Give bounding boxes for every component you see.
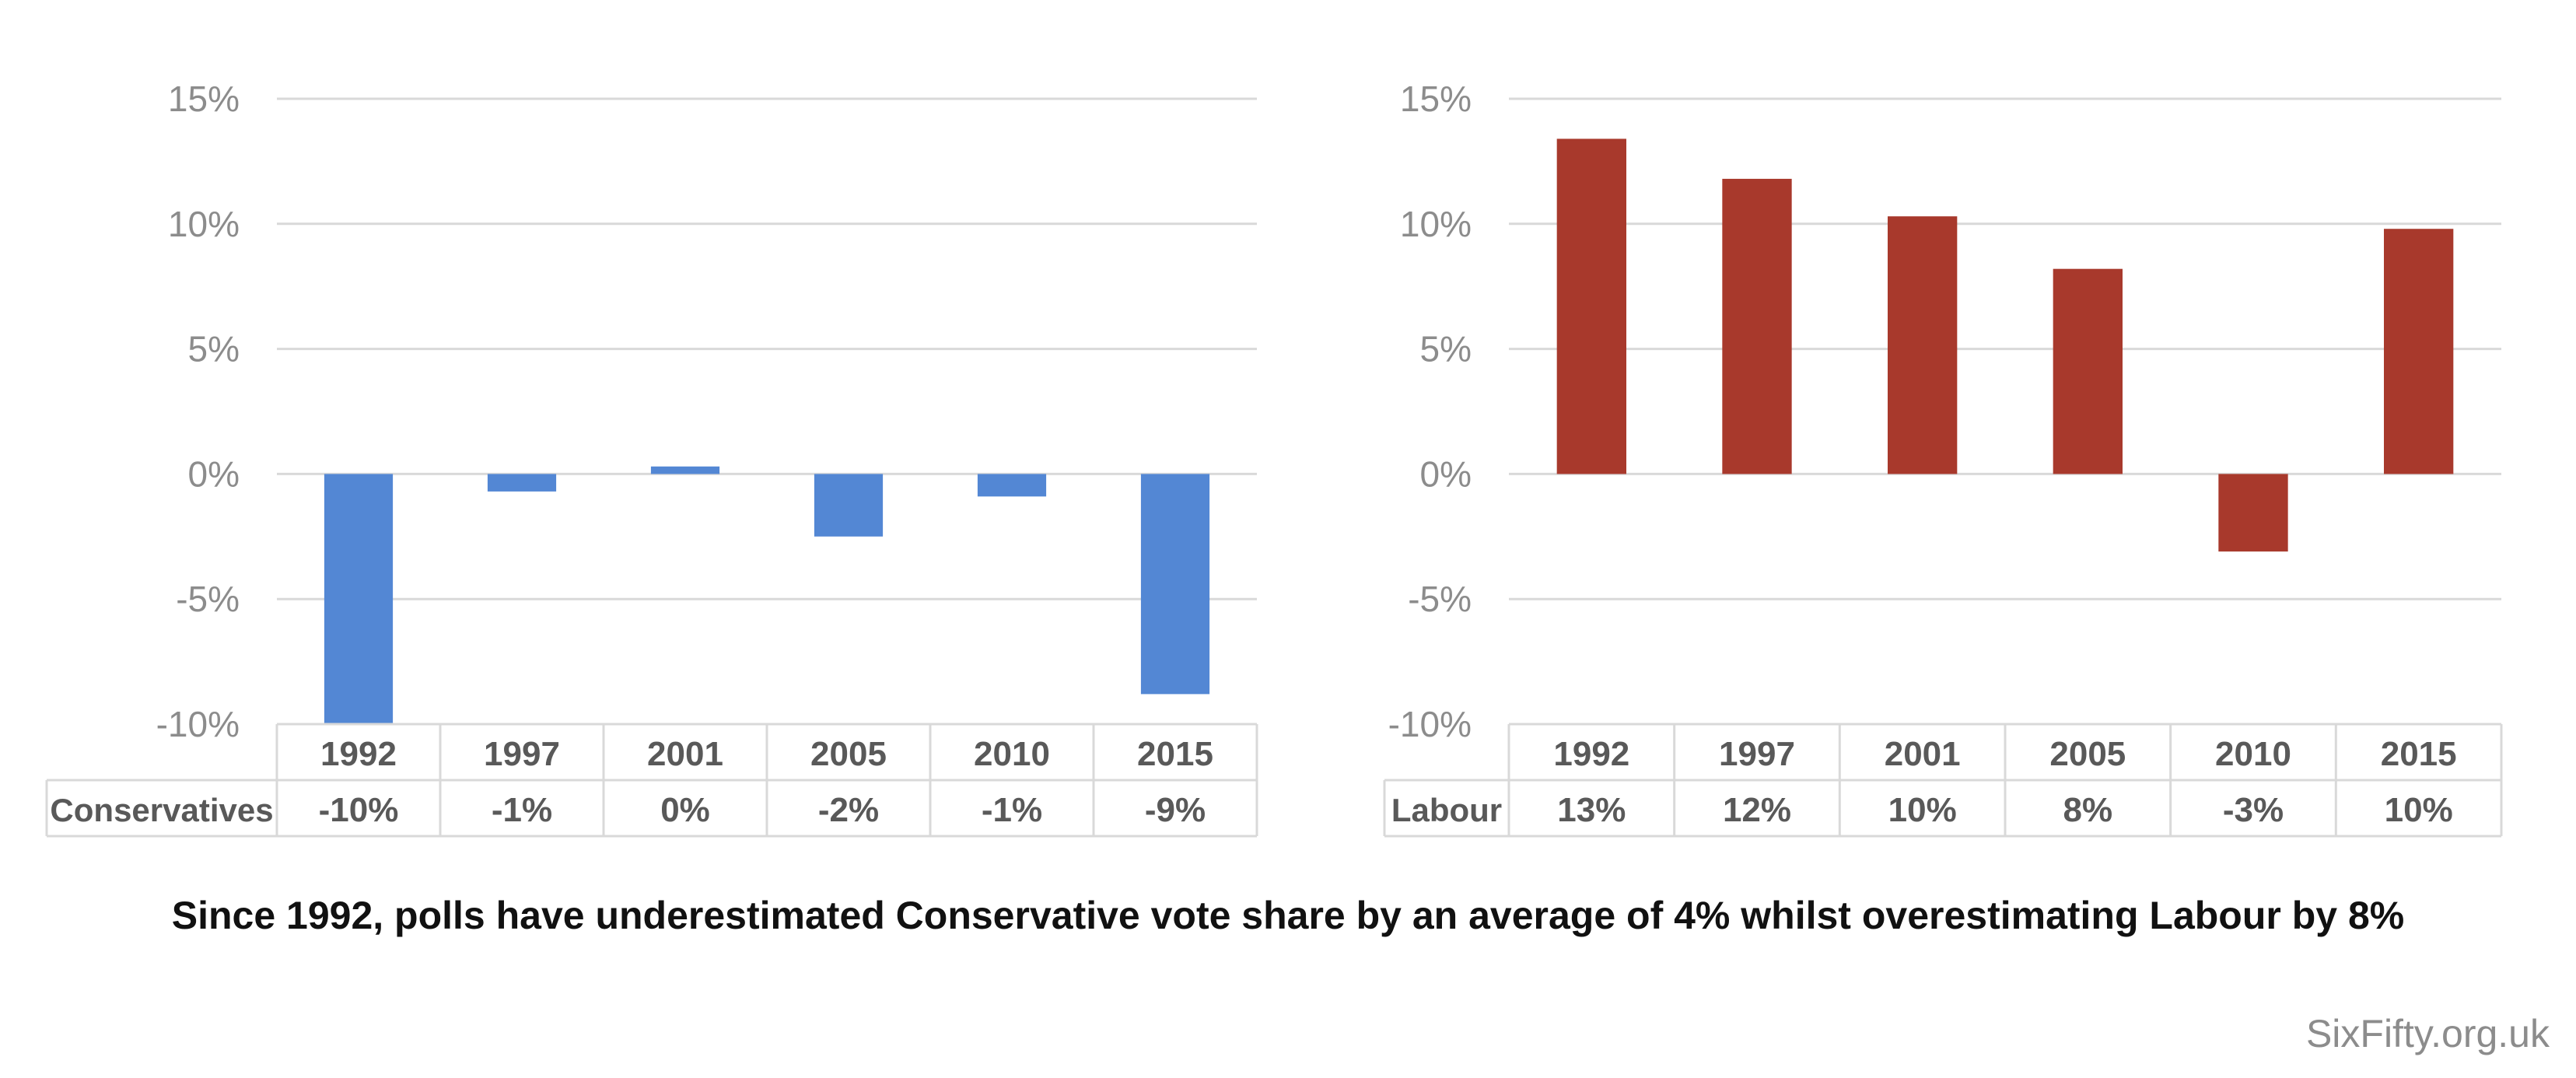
bar-conservatives-2015 [1140, 474, 1210, 695]
table-value: -1% [492, 791, 552, 829]
bar-conservatives-1992 [324, 474, 394, 724]
y-tick-label: 15% [168, 79, 240, 119]
y-tick-label: -10% [1388, 704, 1472, 744]
table-value: -9% [1145, 791, 1206, 829]
y-tick-label: 10% [168, 204, 240, 244]
table-value: 10% [2385, 791, 2453, 829]
x-category-label: 2015 [2381, 735, 2457, 773]
bar-labour-2015 [2384, 229, 2454, 474]
table-value: 13% [1557, 791, 1626, 829]
bar-labour-1997 [1722, 178, 1792, 474]
bar-labour-2010 [2218, 474, 2288, 552]
table-value: 12% [1723, 791, 1791, 829]
y-tick-label: 15% [1400, 79, 1472, 119]
table-value: -1% [982, 791, 1042, 829]
bar-labour-2005 [2053, 268, 2123, 474]
x-category-label: 2001 [1885, 735, 1961, 773]
chart-labour: 15% 10% 5% 0% -5% -10% 1992 1997 2001 2005 2010 201… [1383, 79, 2503, 838]
y-tick-label: 10% [1400, 204, 1472, 244]
x-category-label: 1997 [1719, 735, 1795, 773]
x-category-label: 2005 [810, 735, 887, 773]
source-credit: SixFifty.org.uk [2305, 1012, 2550, 1055]
table-value: 10% [1888, 791, 1957, 829]
x-category-label: 2015 [1137, 735, 1213, 773]
bar-conservatives-2001 [650, 466, 720, 474]
series-name-labour: Labour [1391, 792, 1502, 828]
x-category-label: 1992 [320, 735, 397, 773]
x-category-label: 1997 [484, 735, 560, 773]
table-value: -10% [319, 791, 399, 829]
bar-labour-2001 [1888, 216, 1958, 474]
y-tick-label: -5% [1408, 579, 1472, 619]
table-value: -3% [2223, 791, 2284, 829]
bar-labour-1992 [1556, 138, 1626, 474]
table-value: 0% [660, 791, 710, 829]
y-tick-label: 5% [1420, 329, 1472, 369]
charts-svg: 15% 10% 5% 0% -5% -10% 1992 1997 2001 2005 2010 201… [45, 79, 2503, 838]
bar-conservatives-1997 [487, 474, 557, 492]
table-value: -2% [818, 791, 879, 829]
y-tick-label: 5% [188, 329, 240, 369]
chart-conservatives: 15% 10% 5% 0% -5% -10% 1992 1997 2001 2005 2010 201… [45, 79, 1258, 838]
y-tick-label: -5% [176, 579, 240, 619]
x-category-label: 2010 [2215, 735, 2291, 773]
x-category-label: 2010 [974, 735, 1050, 773]
bar-conservatives-2005 [814, 474, 884, 537]
y-tick-label: 0% [1420, 453, 1472, 494]
y-tick-label: 0% [188, 453, 240, 494]
series-name-conservatives: Conservatives [50, 792, 273, 828]
bar-conservatives-2010 [977, 474, 1047, 497]
x-category-label: 2005 [2049, 735, 2126, 773]
y-tick-label: -10% [156, 704, 240, 744]
x-category-label: 1992 [1553, 735, 1629, 773]
chart-caption: Since 1992, polls have underestimated Co… [171, 894, 2405, 937]
x-category-label: 2001 [647, 735, 723, 773]
table-value: 8% [2063, 791, 2113, 829]
